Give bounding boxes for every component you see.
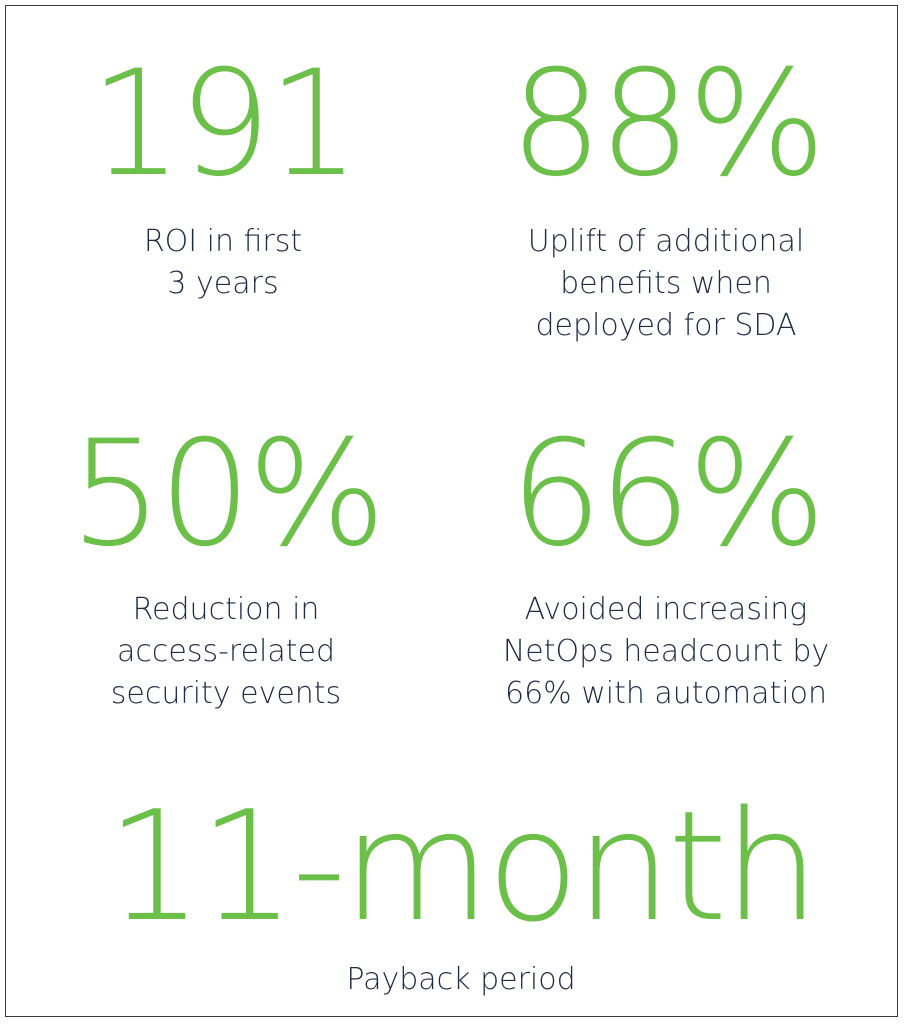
stat-label: Uplift of additional benefits when deplo… (527, 224, 805, 343)
stat-value: 191 (89, 39, 361, 209)
stat-label: Payback period (346, 962, 576, 997)
stat-payback: 11-month Payback period (66, 791, 856, 1001)
stat-value: 88% (509, 39, 827, 209)
stat-roi: 191 ROI in first 3 years (68, 51, 378, 305)
infographic-frame: 191 ROI in first 3 years 88% Uplift of a… (5, 5, 898, 1017)
stat-label: Reduction in access-related security eve… (110, 592, 342, 711)
stat-label: Avoided increasing NetOps headcount by 6… (502, 592, 830, 711)
stat-value: 11-month (106, 778, 820, 955)
stat-label: ROI in first 3 years (143, 224, 303, 301)
stat-value: 50% (69, 409, 387, 579)
stat-uplift: 88% Uplift of additional benefits when d… (476, 51, 856, 347)
stat-reduction: 50% Reduction in access-related security… (46, 421, 406, 715)
stat-value: 66% (509, 409, 827, 579)
stat-headcount: 66% Avoided increasing NetOps headcount … (466, 421, 866, 715)
